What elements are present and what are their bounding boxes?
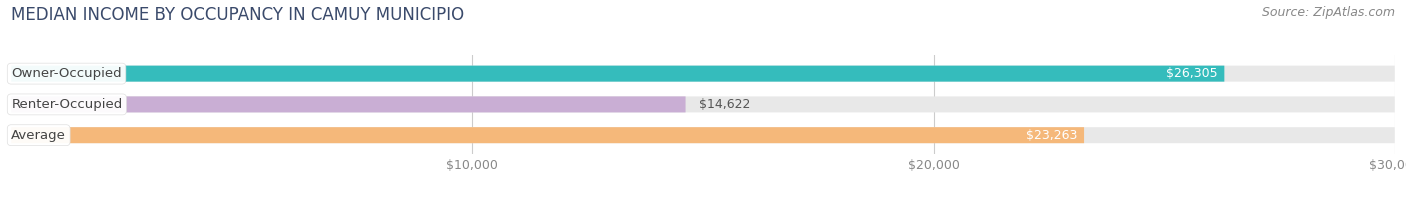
Text: $26,305: $26,305 [1166, 67, 1218, 80]
FancyBboxPatch shape [11, 127, 1084, 143]
Text: Average: Average [11, 129, 66, 142]
FancyBboxPatch shape [11, 96, 686, 112]
Text: Renter-Occupied: Renter-Occupied [11, 98, 122, 111]
Text: Owner-Occupied: Owner-Occupied [11, 67, 122, 80]
Text: Source: ZipAtlas.com: Source: ZipAtlas.com [1261, 6, 1395, 19]
FancyBboxPatch shape [11, 66, 1225, 82]
Text: MEDIAN INCOME BY OCCUPANCY IN CAMUY MUNICIPIO: MEDIAN INCOME BY OCCUPANCY IN CAMUY MUNI… [11, 6, 464, 24]
FancyBboxPatch shape [11, 127, 1395, 143]
FancyBboxPatch shape [11, 96, 1395, 112]
Text: $14,622: $14,622 [699, 98, 751, 111]
FancyBboxPatch shape [11, 66, 1395, 82]
Text: $23,263: $23,263 [1026, 129, 1077, 142]
